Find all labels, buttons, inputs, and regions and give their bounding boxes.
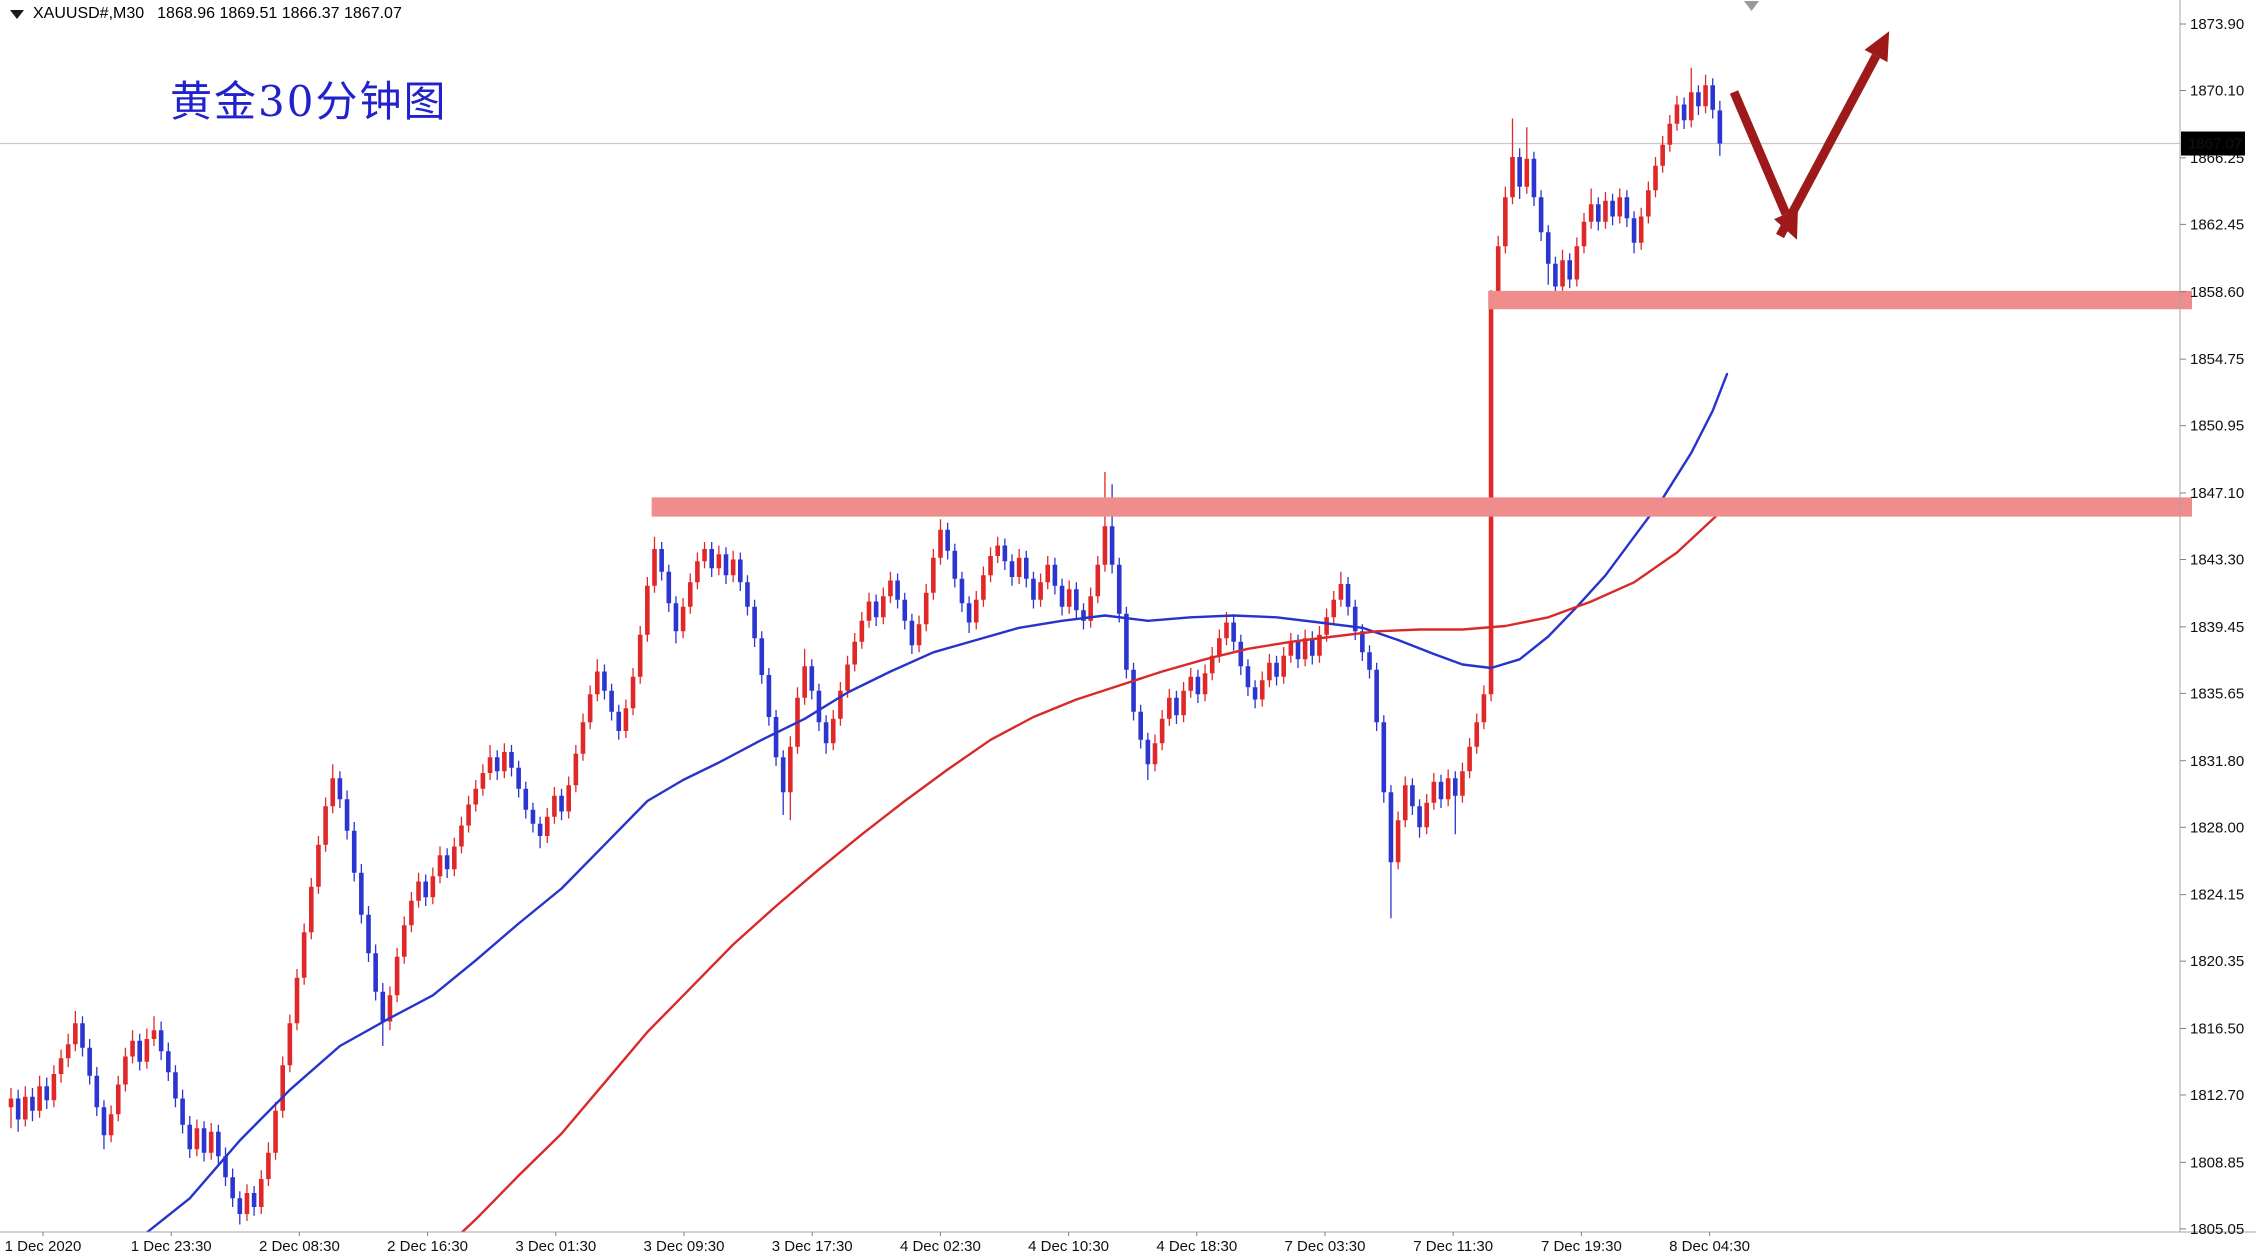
resistance-zone-2[interactable] <box>651 497 2192 517</box>
symbol-ohlc-bar: XAUUSD#,M30 1868.96 1869.51 1866.37 1867… <box>10 5 402 23</box>
price-axis-label: 1854.75 <box>2190 351 2244 368</box>
time-axis-label: 1 Dec 23:30 <box>131 1238 212 1255</box>
time-axis-label: 7 Dec 03:30 <box>1285 1238 1366 1255</box>
time-axis-label: 4 Dec 10:30 <box>1028 1238 1109 1255</box>
ohlc-values: 1868.96 1869.51 1866.37 1867.07 <box>157 5 402 22</box>
price-axis-label: 1816.50 <box>2190 1021 2244 1038</box>
time-axis-label: 4 Dec 02:30 <box>900 1238 981 1255</box>
price-axis-label: 1828.00 <box>2190 819 2244 836</box>
time-axis-label: 3 Dec 01:30 <box>515 1238 596 1255</box>
plot-area <box>0 67 2180 1258</box>
time-axis-label: 2 Dec 08:30 <box>259 1238 340 1255</box>
resistance-zone-1[interactable] <box>1488 290 2192 310</box>
current-price-tag-label: 1867.07 <box>2188 136 2242 153</box>
price-axis-label: 1862.45 <box>2190 216 2244 233</box>
time-axis-label: 1 Dec 2020 <box>5 1238 82 1255</box>
time-axis-label: 2 Dec 16:30 <box>387 1238 468 1255</box>
price-axis-label: 1858.60 <box>2190 284 2244 301</box>
price-axis-label: 1824.15 <box>2190 887 2244 904</box>
price-axis-label: 1843.30 <box>2190 552 2244 569</box>
price-axis-label: 1820.35 <box>2190 953 2244 970</box>
time-axis-label: 8 Dec 04:30 <box>1669 1238 1750 1255</box>
price-axis-label: 1873.90 <box>2190 16 2244 33</box>
ma-red-line[interactable] <box>433 504 1729 1258</box>
symbol-dropdown-icon[interactable] <box>10 9 24 19</box>
time-axis-label: 4 Dec 18:30 <box>1156 1238 1237 1255</box>
candles-layer <box>8 67 1723 1225</box>
time-axis-label: 3 Dec 09:30 <box>644 1238 725 1255</box>
price-axis-label: 1805.05 <box>2190 1221 2244 1238</box>
price-axis-label: 1812.70 <box>2190 1087 2244 1104</box>
price-axis-label: 1870.10 <box>2190 83 2244 100</box>
price-axis-label: 1847.10 <box>2190 485 2244 502</box>
price-axis-label: 1850.95 <box>2190 418 2244 435</box>
time-axis-label: 3 Dec 17:30 <box>772 1238 853 1255</box>
trend-arrow[interactable] <box>1729 31 1890 240</box>
symbol-label: XAUUSD#,M30 <box>33 5 145 22</box>
price-axis-label: 1831.80 <box>2190 753 2244 770</box>
chart-shift-marker-icon <box>1744 1 1759 11</box>
time-axis-label: 7 Dec 19:30 <box>1541 1238 1622 1255</box>
current-price-tag <box>2181 131 2245 156</box>
price-axis-label: 1839.45 <box>2190 619 2244 636</box>
price-axis-label: 1808.85 <box>2190 1154 2244 1171</box>
ma-blue-line[interactable] <box>133 372 1729 1244</box>
price-axis-label: 1835.65 <box>2190 685 2244 702</box>
time-axis-label: 7 Dec 11:30 <box>1413 1238 1493 1255</box>
chart-annotation-title: 黄金30分钟图 <box>170 77 448 126</box>
